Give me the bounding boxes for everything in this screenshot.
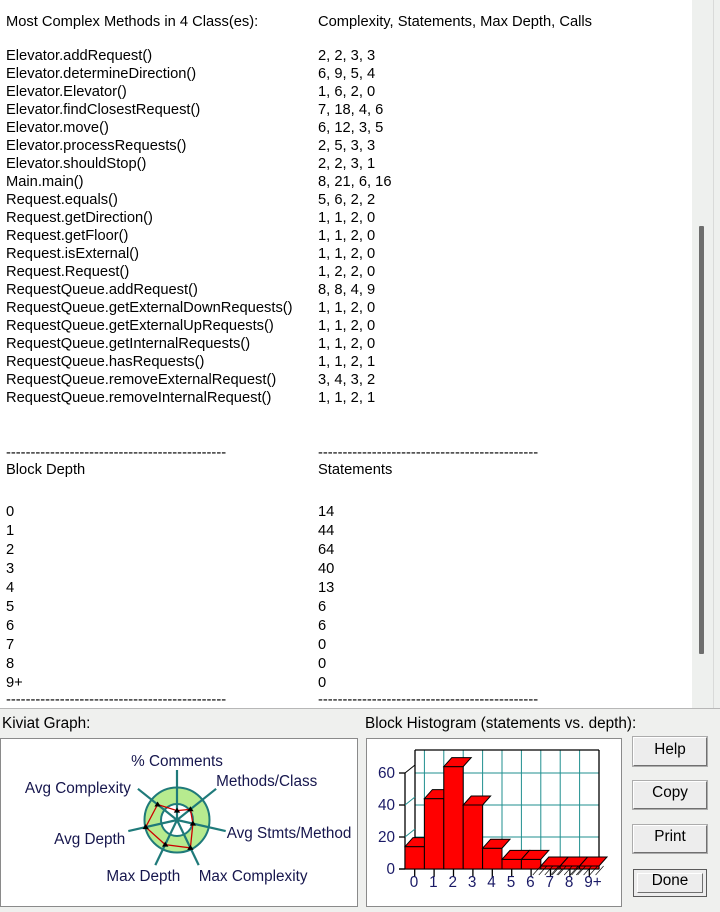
svg-text:0: 0: [386, 861, 395, 878]
svg-text:60: 60: [378, 765, 395, 782]
svg-text:40: 40: [378, 797, 395, 814]
svg-text:20: 20: [378, 829, 395, 846]
